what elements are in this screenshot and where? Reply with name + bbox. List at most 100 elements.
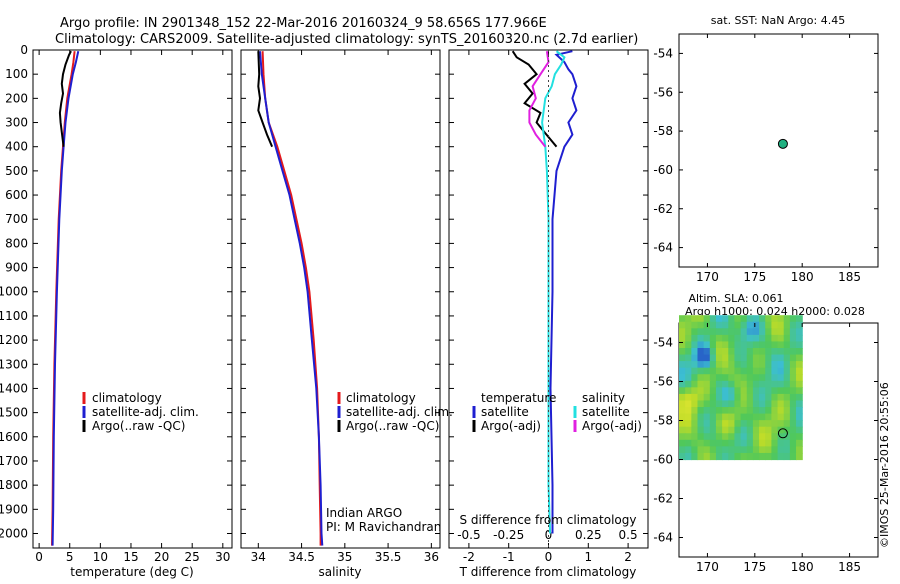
sla-cell	[715, 393, 723, 402]
sla-cell	[679, 393, 686, 402]
sla-cell	[715, 315, 723, 323]
sla-cell	[697, 452, 705, 461]
temperature-tick-labels: 0 5 10 15 20 25 30	[35, 50, 230, 564]
sla-cell	[697, 413, 705, 421]
sla-cell	[746, 380, 754, 388]
sla-cell	[746, 413, 754, 421]
sla-cell	[691, 426, 699, 434]
sla-cell	[759, 420, 766, 428]
sla-cell	[715, 387, 723, 395]
sla-cell	[703, 439, 711, 447]
sla-cell	[728, 374, 736, 382]
sla-cell	[796, 426, 803, 434]
y-tick-label: 1400	[0, 381, 28, 395]
sla-cell	[679, 400, 686, 408]
lat-tick-label: -62	[653, 492, 673, 506]
lat-tick-label: -62	[653, 202, 673, 216]
temperature-axes-box	[32, 49, 233, 549]
sla-cell	[783, 400, 791, 408]
sla-cell	[752, 354, 760, 362]
sla-cell	[697, 426, 705, 434]
sla-cell	[685, 439, 692, 447]
lon-tick-label: 175	[743, 560, 766, 574]
y-tick-label: 2000	[0, 526, 28, 540]
sla-cell	[734, 367, 742, 375]
sla-cell	[777, 354, 785, 362]
sla-cell	[789, 374, 797, 382]
y-tick-label: 1200	[0, 333, 28, 347]
y-tick-label: 600	[5, 188, 28, 202]
s-tick-label: 0.25	[575, 528, 602, 542]
sla-cell	[709, 328, 717, 336]
sla-cell	[752, 380, 760, 388]
sla-cell	[734, 387, 742, 395]
sla-cell	[746, 433, 754, 441]
legend-title-temperature: temperature	[481, 391, 556, 405]
sla-cell	[697, 446, 705, 454]
sla-cell	[771, 393, 779, 402]
sla-cell	[722, 387, 729, 395]
sla-cell	[722, 426, 729, 434]
sla-cell	[715, 433, 723, 441]
sla-cell	[752, 387, 760, 395]
sla-cell	[728, 328, 736, 336]
lat-tick-label: -54	[653, 336, 673, 350]
sla-cell	[789, 439, 797, 447]
x-tick-label: 10	[93, 550, 108, 564]
sla-cell	[759, 367, 766, 375]
sla-cell	[697, 328, 705, 336]
sla-cell	[759, 361, 766, 369]
sla-cell	[759, 446, 766, 454]
y-tick-label: 900	[5, 261, 28, 275]
y-tick-label: 1700	[0, 454, 28, 468]
sla-cell	[703, 334, 711, 343]
lon-tick-label: 185	[838, 270, 861, 284]
temperature-series	[33, 49, 232, 546]
sla-cell	[703, 413, 711, 421]
sla-cell	[715, 400, 723, 408]
salinity-series	[241, 49, 440, 546]
legend-label-climatology: climatology	[92, 391, 162, 405]
sla-cell	[703, 452, 711, 461]
sla-cell	[709, 361, 717, 369]
sla-cell	[709, 452, 717, 461]
sla-cell	[691, 367, 699, 375]
sla-cell	[740, 407, 748, 415]
sla-cell	[691, 393, 699, 402]
sla-cell	[771, 420, 779, 428]
sla-cell	[789, 328, 797, 336]
sla-cell	[691, 321, 699, 329]
sla-cell	[703, 374, 711, 382]
figure-title-line1: Argo profile: IN 2901348_152 22-Mar-2016…	[60, 16, 547, 31]
sla-cell	[734, 334, 742, 343]
sla-cell	[722, 348, 729, 356]
sla-cell	[709, 341, 717, 349]
sla-cell	[771, 374, 779, 382]
sla-cell	[746, 348, 754, 356]
sla-cell	[783, 354, 791, 362]
sla-cell	[746, 374, 754, 382]
sla-cell	[765, 361, 772, 369]
y-tick-label: 800	[5, 236, 28, 250]
sla-cell	[777, 452, 785, 461]
sla-cell	[777, 433, 785, 441]
sla-cell	[709, 446, 717, 454]
sla-cell	[697, 433, 705, 441]
sla-cell	[796, 439, 803, 447]
sla-cell	[734, 426, 742, 434]
sla-cell	[752, 334, 760, 343]
legend-label-satellite: satellite-adj. clim.	[346, 405, 453, 419]
sla-cell	[759, 348, 766, 356]
sla-cell	[722, 354, 729, 362]
sla-cell	[728, 439, 736, 447]
lon-tick-label: 180	[791, 270, 814, 284]
sla-cell	[728, 446, 736, 454]
difference-series	[449, 49, 648, 548]
legend-label-t-argo: Argo(-adj)	[481, 419, 541, 433]
sla-cell	[709, 400, 717, 408]
series-line-climatology	[51, 51, 76, 546]
sla-cell	[715, 420, 723, 428]
sla-cell	[734, 341, 742, 349]
sla-cell	[765, 315, 772, 323]
sla-cell	[722, 321, 729, 329]
